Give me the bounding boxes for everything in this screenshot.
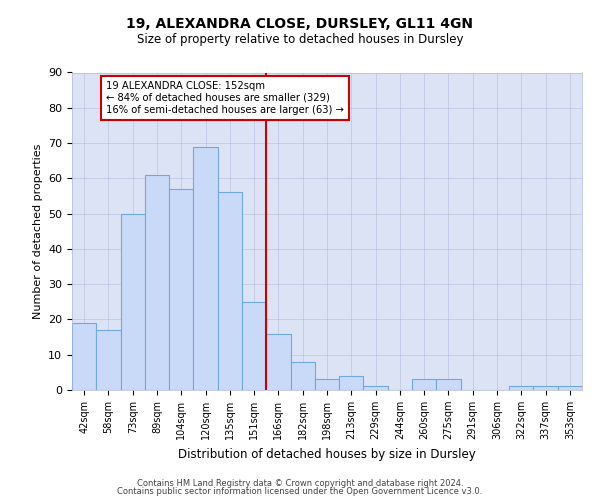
- Text: Contains HM Land Registry data © Crown copyright and database right 2024.: Contains HM Land Registry data © Crown c…: [137, 478, 463, 488]
- Bar: [412, 380, 436, 390]
- Bar: [436, 380, 461, 390]
- Bar: [315, 380, 339, 390]
- Bar: [145, 175, 169, 390]
- Bar: [364, 386, 388, 390]
- Bar: [218, 192, 242, 390]
- Bar: [509, 386, 533, 390]
- Bar: [72, 323, 96, 390]
- Bar: [290, 362, 315, 390]
- Text: 19 ALEXANDRA CLOSE: 152sqm
← 84% of detached houses are smaller (329)
16% of sem: 19 ALEXANDRA CLOSE: 152sqm ← 84% of deta…: [106, 82, 344, 114]
- Y-axis label: Number of detached properties: Number of detached properties: [32, 144, 43, 319]
- X-axis label: Distribution of detached houses by size in Dursley: Distribution of detached houses by size …: [178, 448, 476, 460]
- Bar: [169, 189, 193, 390]
- Bar: [193, 146, 218, 390]
- Text: 19, ALEXANDRA CLOSE, DURSLEY, GL11 4GN: 19, ALEXANDRA CLOSE, DURSLEY, GL11 4GN: [127, 18, 473, 32]
- Text: Contains public sector information licensed under the Open Government Licence v3: Contains public sector information licen…: [118, 487, 482, 496]
- Bar: [533, 386, 558, 390]
- Bar: [266, 334, 290, 390]
- Bar: [558, 386, 582, 390]
- Bar: [121, 214, 145, 390]
- Bar: [96, 330, 121, 390]
- Text: Size of property relative to detached houses in Dursley: Size of property relative to detached ho…: [137, 32, 463, 46]
- Bar: [242, 302, 266, 390]
- Bar: [339, 376, 364, 390]
